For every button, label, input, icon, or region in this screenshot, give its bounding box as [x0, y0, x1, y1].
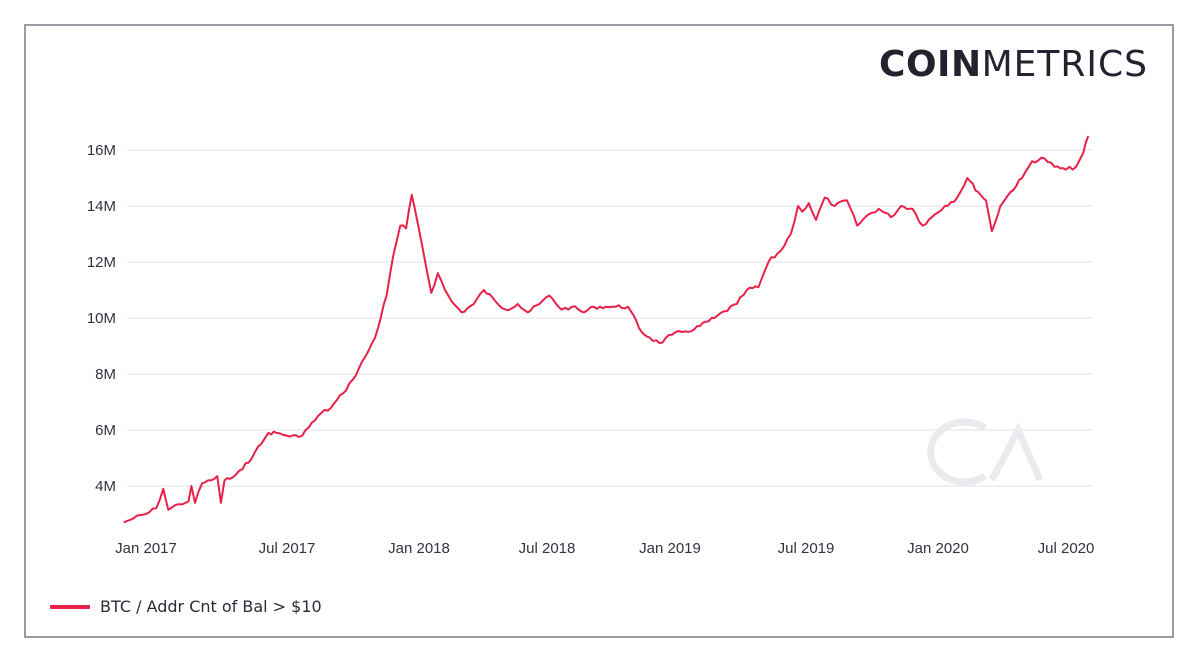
x-tick-label: Jul 2020 — [1038, 540, 1095, 557]
legend-swatch — [50, 604, 90, 609]
cm-watermark-icon — [927, 418, 1044, 486]
y-tick-label: 8M — [95, 366, 116, 383]
series-line — [123, 135, 1090, 524]
x-tick-label: Jan 2020 — [907, 540, 969, 557]
legend: BTC / Addr Cnt of Bal > $10 — [50, 597, 322, 616]
x-tick-label: Jul 2017 — [259, 540, 316, 557]
y-tick-label: 10M — [87, 310, 116, 327]
legend-label: BTC / Addr Cnt of Bal > $10 — [100, 597, 322, 616]
y-axis-ticks: 4M 6M 8M 10M 12M 14M 16M — [87, 142, 116, 495]
x-tick-label: Jul 2019 — [778, 540, 835, 557]
y-tick-label: 6M — [95, 422, 116, 439]
y-tick-label: 16M — [87, 142, 116, 159]
x-tick-label: Jan 2017 — [115, 540, 177, 557]
logo-bold: COIN — [879, 44, 982, 85]
chart-frame — [24, 24, 1174, 638]
x-tick-label: Jan 2019 — [639, 540, 701, 557]
gridlines — [127, 149, 1092, 487]
y-tick-label: 12M — [87, 254, 116, 271]
y-tick-label: 14M — [87, 198, 116, 215]
logo-light: METRICS — [981, 44, 1148, 85]
x-axis-ticks: Jan 2017 Jul 2017 Jan 2018 Jul 2018 Jan 2019… — [115, 540, 1094, 557]
coinmetrics-logo: COINMETRICS — [879, 44, 1148, 85]
x-tick-label: Jul 2018 — [519, 540, 576, 557]
x-tick-label: Jan 2018 — [388, 540, 450, 557]
y-tick-label: 4M — [95, 478, 116, 495]
